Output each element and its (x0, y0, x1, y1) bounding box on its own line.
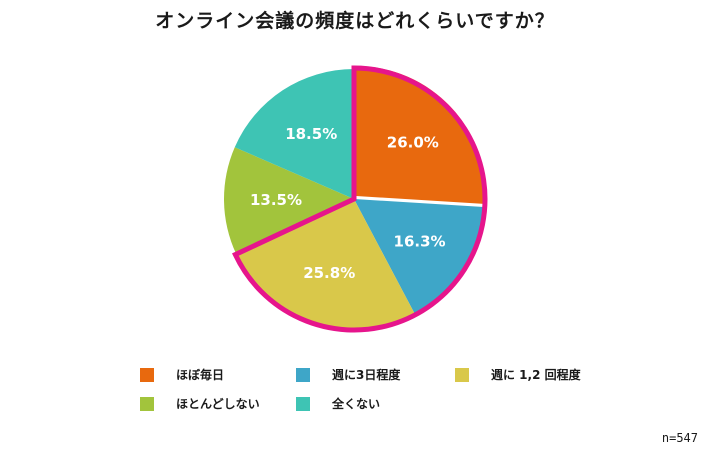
legend-label: 週に3日程度 (332, 368, 401, 382)
legend-label: 週に 1,2 回程度 (491, 368, 581, 382)
pie-slice (223, 147, 354, 255)
sample-size: n=547 (661, 431, 698, 445)
legend-item-never: 全くない (296, 395, 380, 412)
chart-title: オンライン会議の頻度はどれくらいですか？ (155, 10, 555, 32)
slice-value-label: 26.0% (387, 134, 439, 152)
pie-slice (236, 199, 415, 329)
legend-item-3days: 週に3日程度 (296, 366, 400, 383)
slice-value-label: 18.5% (285, 125, 337, 143)
slice-value-label: 13.5% (250, 191, 302, 209)
legend-swatch (140, 396, 154, 411)
legend-swatch (140, 367, 154, 382)
pie-slice (356, 66, 486, 204)
legend-label: ほとんどしない (176, 397, 260, 411)
slice-value-label: 25.8% (303, 264, 355, 282)
legend-item-1-2times: 週に 1,2 回程度 (455, 366, 581, 383)
legend-swatch (296, 396, 310, 411)
legend-label: 全くない (332, 397, 381, 411)
legend-label: ほぼ毎日 (176, 368, 225, 382)
pie-labels: 26.0% 16.3% 25.8% 13.5% 18.5% (250, 125, 446, 282)
slice-value-label: 16.3% (394, 232, 446, 250)
pie-slice (234, 69, 354, 199)
legend-swatch (296, 367, 310, 382)
legend-item-rarely: ほとんどしない (140, 395, 260, 412)
legend-swatch (455, 367, 469, 382)
highlight-outline (232, 65, 488, 333)
legend-item-daily: ほぼ毎日 (140, 366, 224, 383)
